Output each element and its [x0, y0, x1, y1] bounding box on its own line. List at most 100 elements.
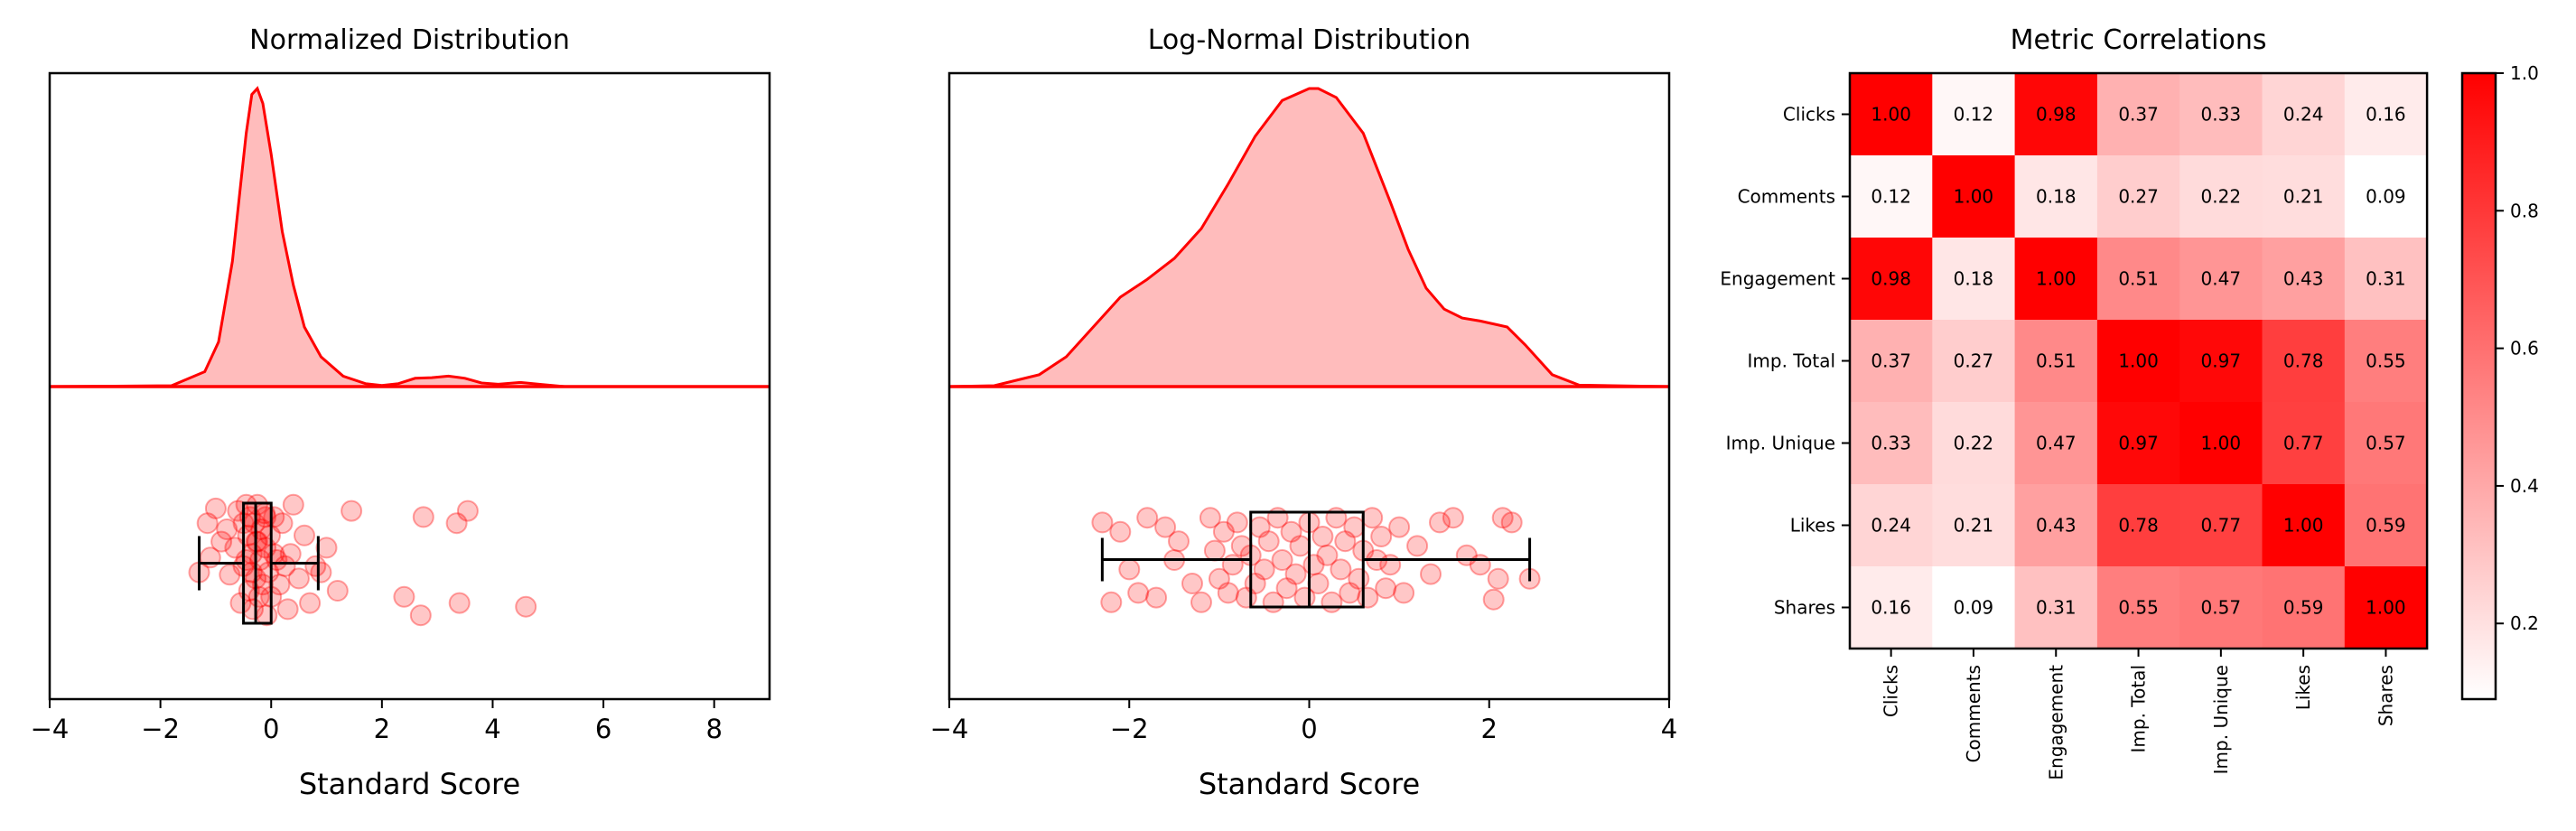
heatmap-cell-value: 0.27	[1954, 350, 1994, 372]
data-point	[341, 500, 363, 522]
data-point	[276, 598, 299, 621]
heatmap-cell	[1932, 566, 2016, 649]
heatmap-cell	[1932, 155, 2016, 238]
heatmap-cell-value: 0.33	[1871, 433, 1911, 454]
data-point	[1348, 567, 1370, 590]
heatmap-cell-value: 0.37	[1871, 350, 1911, 372]
x-tick-label: −4	[930, 714, 969, 744]
heatmap-cell	[2262, 320, 2346, 403]
heatmap-col-label: Likes	[2292, 665, 2314, 710]
heatmap-cell	[2014, 238, 2098, 321]
heatmap-cell	[2344, 155, 2428, 238]
data-point	[1212, 520, 1235, 543]
colorbar-tick-label: 0.4	[2510, 475, 2539, 497]
data-point	[1127, 582, 1150, 604]
heatmap-cell	[2014, 566, 2098, 649]
heatmap-col-label: Engagement	[2045, 665, 2067, 780]
data-point	[1307, 573, 1330, 594]
colorbar	[2460, 71, 2497, 701]
heatmap-cell	[2262, 484, 2346, 567]
heatmap-cell	[2179, 566, 2263, 649]
heatmap-cell	[2344, 402, 2428, 485]
x-tick-label: −2	[1110, 714, 1149, 744]
heatmap-cell-value: 0.97	[2201, 350, 2242, 372]
data-point	[1311, 526, 1334, 547]
data-point	[1109, 520, 1132, 543]
heatmap-cell	[2344, 238, 2428, 321]
heatmap-row-label: Comments	[1738, 186, 1835, 208]
heatmap-cell	[1850, 155, 1933, 238]
heatmap-cell	[1850, 566, 1933, 649]
data-point	[1334, 530, 1357, 553]
data-point	[1330, 558, 1352, 581]
data-point	[246, 493, 268, 516]
x-tick-label: 0	[1301, 714, 1317, 744]
chart-title: Log-Normal Distribution	[1148, 24, 1471, 56]
heatmap-cell-value: 0.47	[2201, 268, 2242, 290]
data-point	[1361, 507, 1384, 529]
x-tick-label: 4	[484, 714, 500, 744]
heatmap-row-label: Engagement	[1720, 268, 1835, 290]
data-point	[1357, 586, 1379, 609]
heatmap-cell	[2014, 402, 2098, 485]
heatmap-cell	[2179, 155, 2263, 238]
heatmap-cell	[2096, 320, 2180, 403]
heatmap-cell	[2096, 566, 2180, 649]
heatmap-row-label: Imp. Unique	[1726, 433, 1835, 454]
density-curve	[948, 87, 1670, 388]
data-point	[1321, 591, 1343, 613]
data-point	[204, 497, 227, 519]
data-point	[1100, 591, 1123, 613]
heatmap-cell	[1850, 238, 1933, 321]
data-point	[1284, 563, 1307, 585]
heatmap-cell	[2344, 484, 2428, 567]
data-point	[1136, 507, 1159, 529]
heatmap-cell-value: 0.31	[2366, 268, 2406, 290]
data-point	[210, 530, 233, 553]
heatmap-cell	[2344, 566, 2428, 649]
heatmap-cell-value: 0.59	[2366, 515, 2406, 537]
heatmap-cell	[1932, 238, 2016, 321]
data-point	[1406, 535, 1429, 557]
heatmap-cell-value: 0.12	[1954, 104, 1994, 126]
heatmap-cell	[1850, 484, 1933, 567]
data-point	[263, 506, 285, 528]
data-point	[1500, 511, 1523, 534]
heatmap-cell-value: 0.51	[2036, 350, 2077, 372]
data-point	[393, 585, 415, 608]
heatmap-cell	[2179, 238, 2263, 321]
heatmap-col-label: Imp. Total	[2128, 665, 2150, 753]
data-point	[1190, 591, 1212, 613]
heatmap-cell-value: 0.21	[1954, 515, 1994, 537]
heatmap-cell-value: 1.00	[2366, 597, 2406, 619]
heatmap-cell-value: 1.00	[2036, 268, 2077, 290]
data-point	[216, 518, 238, 540]
heatmap-cell-value: 0.24	[1871, 515, 1911, 537]
heatmap-cell-value: 0.57	[2366, 433, 2406, 454]
heatmap-col-label: Imp. Unique	[2210, 665, 2232, 774]
data-point	[412, 506, 434, 528]
heatmap-cell	[2179, 73, 2263, 156]
data-point	[1491, 507, 1514, 529]
density-fill	[50, 89, 770, 387]
heatmap-cell-value: 0.77	[2283, 433, 2324, 454]
heatmap-cell-value: 0.55	[2366, 350, 2406, 372]
x-tick-label: 8	[705, 714, 722, 744]
heatmap-cell-value: 0.57	[2201, 597, 2242, 619]
data-point	[287, 567, 310, 590]
data-point	[1339, 582, 1361, 604]
data-point	[1275, 577, 1298, 600]
box-iqr	[242, 501, 273, 625]
heatmap-col-label: Shares	[2375, 665, 2396, 726]
data-point	[1280, 520, 1302, 543]
heatmap-cell	[2096, 238, 2180, 321]
heatmap-cell	[2096, 155, 2180, 238]
data-point	[1379, 554, 1402, 576]
heatmap-cell	[2262, 73, 2346, 156]
heatmap-cell	[2096, 73, 2180, 156]
x-tick-label: 0	[263, 714, 279, 744]
heatmap-cell	[2262, 155, 2346, 238]
heatmap-cell-value: 1.00	[1954, 186, 1994, 208]
colorbar-tick-label: 1.0	[2510, 62, 2539, 84]
